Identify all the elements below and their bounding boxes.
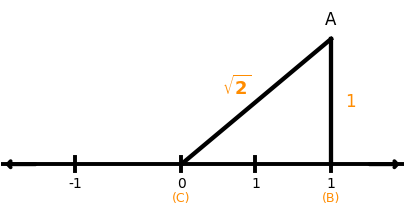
Text: $\sqrt{\mathbf{2}}$: $\sqrt{\mathbf{2}}$ bbox=[222, 75, 251, 99]
Text: A: A bbox=[325, 11, 337, 29]
Text: 1: 1 bbox=[251, 177, 260, 191]
Text: -1: -1 bbox=[68, 177, 82, 191]
Text: 1: 1 bbox=[326, 177, 335, 191]
Text: (C): (C) bbox=[172, 192, 191, 205]
Text: 0: 0 bbox=[177, 177, 186, 191]
Text: (B): (B) bbox=[322, 192, 340, 205]
Text: 1: 1 bbox=[345, 93, 356, 111]
